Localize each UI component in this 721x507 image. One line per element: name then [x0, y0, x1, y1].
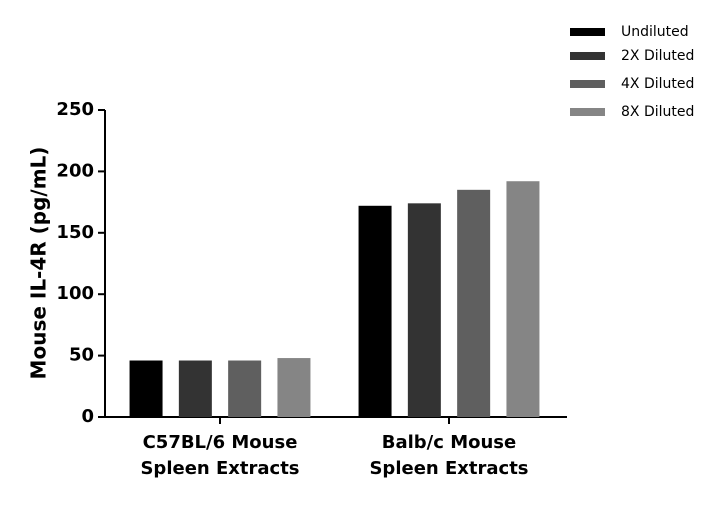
y-tick-label: 200	[56, 160, 94, 181]
y-tick-label: 100	[56, 283, 94, 304]
bar	[407, 203, 441, 417]
legend-swatch	[570, 80, 605, 88]
legend-swatch	[570, 52, 605, 60]
y-axis-label: Mouse IL-4R (pg/mL)	[27, 147, 51, 380]
legend-label: 2X Diluted	[621, 48, 694, 64]
legend-swatch	[570, 28, 605, 36]
bar	[457, 189, 491, 417]
bar	[506, 181, 540, 417]
x-tick-label: Balb/c Mouse Spleen Extracts	[369, 432, 529, 479]
y-tick-label: 150	[56, 222, 94, 243]
legend-swatch	[570, 108, 605, 116]
y-tick-label: 50	[69, 345, 94, 366]
y-tick-label: 0	[81, 406, 94, 427]
x-tick-label: C57BL/6 Mouse Spleen Extracts	[140, 432, 300, 479]
legend-label: Undiluted	[621, 24, 689, 40]
bar	[358, 205, 392, 417]
bar	[277, 358, 311, 417]
y-tick-label: 250	[56, 99, 94, 120]
bar	[228, 360, 262, 417]
legend-label: 8X Diluted	[621, 104, 694, 120]
legend-label: 4X Diluted	[621, 76, 694, 92]
bar	[129, 360, 163, 417]
bar	[178, 360, 212, 417]
